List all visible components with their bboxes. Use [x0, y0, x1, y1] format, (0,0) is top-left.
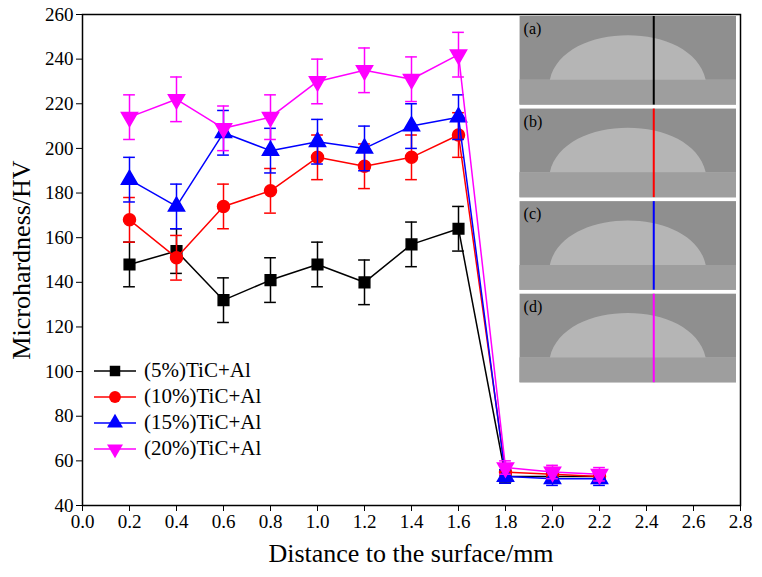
svg-text:80: 80 — [55, 405, 74, 426]
svg-text:(c): (c) — [524, 205, 542, 223]
svg-text:100: 100 — [45, 361, 74, 382]
svg-text:140: 140 — [45, 271, 74, 292]
html-text:(20%)TiC+Al: (20%)TiC+Al — [144, 436, 262, 460]
svg-text:0.6: 0.6 — [212, 511, 236, 532]
svg-text:1.4: 1.4 — [400, 511, 424, 532]
svg-text:0.8: 0.8 — [259, 511, 283, 532]
svg-text:180: 180 — [45, 182, 74, 203]
svg-text:60: 60 — [55, 450, 74, 471]
svg-text:160: 160 — [45, 227, 74, 248]
svg-text:(a): (a) — [524, 20, 542, 38]
svg-text:(d): (d) — [524, 298, 543, 316]
svg-text:2.2: 2.2 — [588, 511, 612, 532]
svg-text:1.6: 1.6 — [447, 511, 471, 532]
html-text:Microhardness/HV: Microhardness/HV — [7, 159, 36, 360]
svg-text:0.4: 0.4 — [165, 511, 189, 532]
svg-text:260: 260 — [45, 4, 74, 25]
html-text:(5%)TiC+Al: (5%)TiC+Al — [144, 358, 251, 382]
html-text:(15%)TiC+Al: (15%)TiC+Al — [144, 410, 262, 434]
svg-text:1.8: 1.8 — [494, 511, 518, 532]
svg-text:220: 220 — [45, 93, 74, 114]
html-text:(10%)TiC+Al: (10%)TiC+Al — [144, 384, 262, 408]
svg-text:0.0: 0.0 — [71, 511, 95, 532]
svg-text:2.8: 2.8 — [729, 511, 753, 532]
svg-text:2.6: 2.6 — [682, 511, 706, 532]
svg-text:0.2: 0.2 — [118, 511, 142, 532]
html-text:Distance to the surface/mm: Distance to the surface/mm — [268, 539, 554, 568]
svg-text:200: 200 — [45, 137, 74, 158]
svg-text:240: 240 — [45, 48, 74, 69]
svg-text:1.0: 1.0 — [306, 511, 330, 532]
svg-text:1.2: 1.2 — [353, 511, 377, 532]
svg-text:2.0: 2.0 — [541, 511, 565, 532]
svg-text:(b): (b) — [524, 113, 543, 131]
svg-text:40: 40 — [54, 494, 74, 516]
svg-text:120: 120 — [45, 316, 74, 337]
svg-text:2.4: 2.4 — [635, 511, 659, 532]
